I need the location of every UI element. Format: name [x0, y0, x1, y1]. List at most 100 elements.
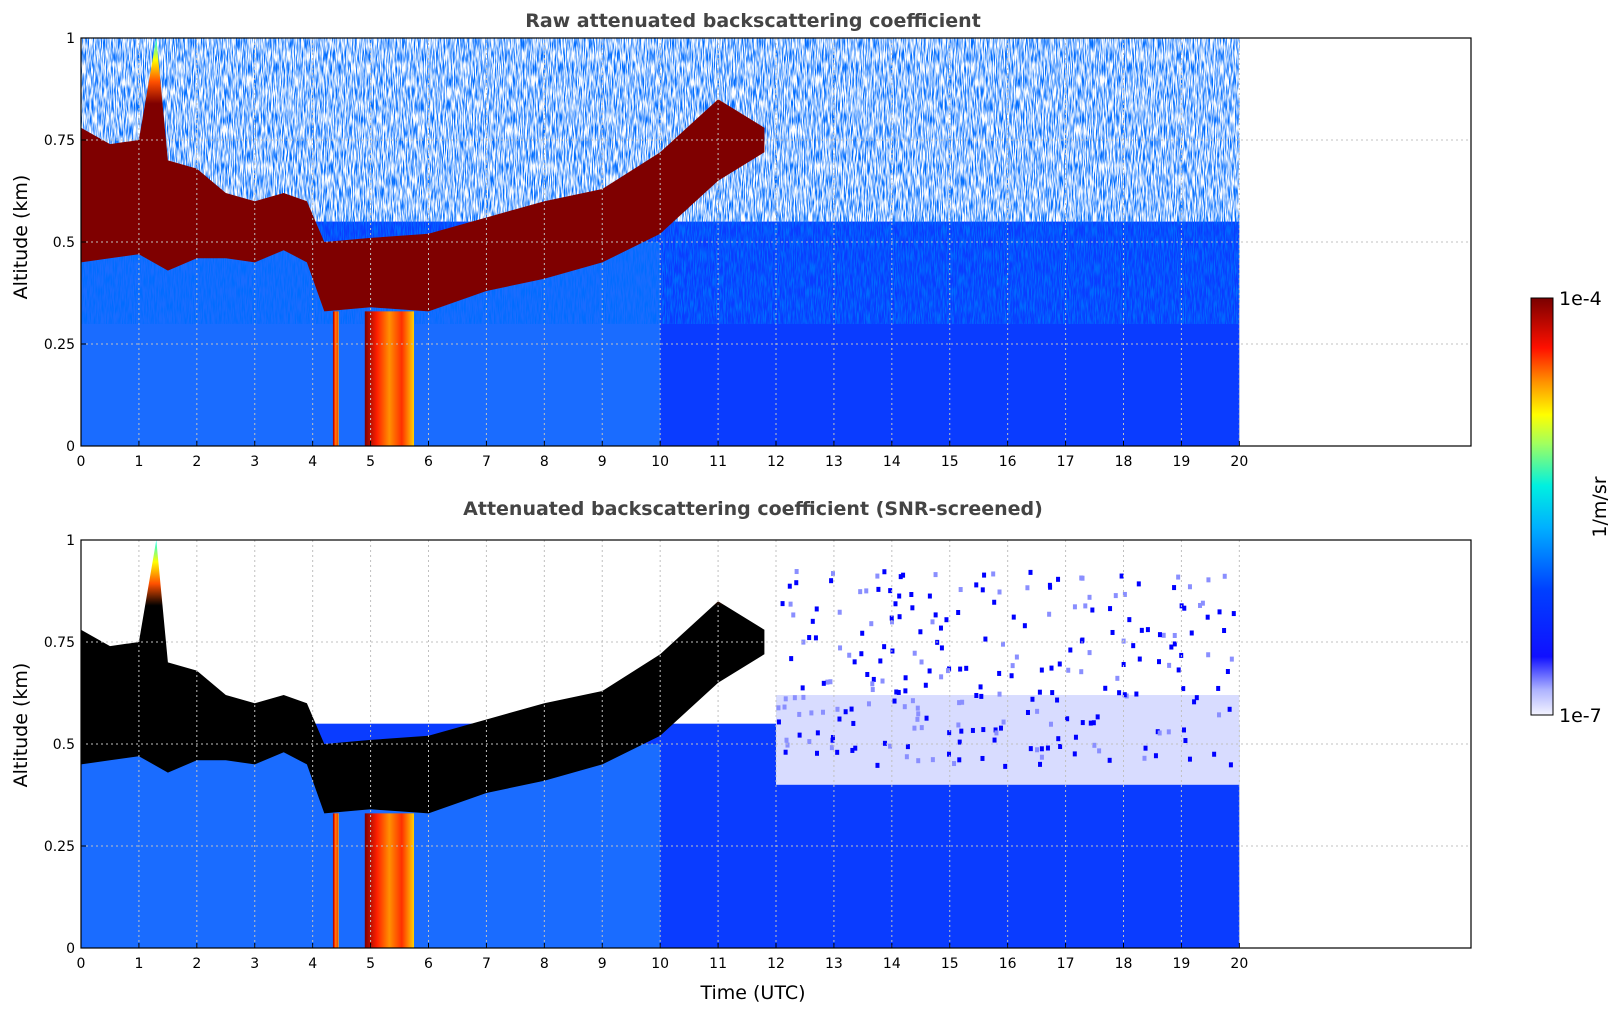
screened-pixel: [797, 711, 802, 717]
screened-pixel: [1134, 691, 1139, 697]
screened-pixel: [1039, 667, 1044, 673]
x-tick-label: 13: [825, 454, 843, 470]
panel-1-precipitation-shafts: [332, 311, 415, 446]
x-tick-label: 20: [1230, 956, 1248, 972]
screened-pixel: [1011, 614, 1016, 620]
screened-pixel: [956, 609, 961, 615]
screened-pixel: [870, 687, 875, 693]
screened-pixel: [1103, 685, 1108, 691]
x-tick-label: 8: [540, 956, 549, 972]
x-tick-label: 17: [1057, 454, 1075, 470]
screened-pixel: [1025, 585, 1030, 591]
screened-pixel: [1107, 757, 1112, 763]
screened-pixel: [956, 722, 961, 728]
x-tick-label: 16: [999, 956, 1017, 972]
screened-pixel: [912, 725, 917, 731]
x-tick-label: 11: [709, 454, 727, 470]
screened-pixel: [1161, 632, 1166, 638]
screened-pixel: [866, 701, 871, 707]
screened-pixel: [776, 705, 781, 711]
screened-pixel: [1068, 647, 1073, 653]
panel-1-y-ticks: 0 0.25 0.5 0.75 1: [44, 31, 86, 455]
x-tick-label: 1: [134, 956, 143, 972]
colorbar-label: 1/m/sr: [1589, 476, 1611, 537]
screened-pixel: [982, 572, 987, 578]
x-tick-label: 7: [482, 454, 491, 470]
screened-pixel: [825, 679, 830, 685]
y-tick-label: 1: [66, 31, 75, 47]
screened-pixel: [1028, 569, 1033, 575]
screened-pixel: [784, 737, 789, 743]
screened-pixel: [993, 727, 998, 733]
y-tick-label: 0.5: [53, 737, 75, 753]
screened-pixel: [983, 636, 988, 642]
screened-pixel: [916, 758, 921, 764]
screened-pixel: [1048, 584, 1053, 590]
colorbar-gradient: [1530, 297, 1554, 716]
y-tick-label: 0: [66, 941, 75, 957]
screened-pixel: [853, 745, 858, 751]
screened-pixel: [901, 572, 906, 578]
x-tick-label: 1: [134, 454, 143, 470]
screened-pixel: [1117, 690, 1122, 696]
screened-pixel: [1028, 746, 1033, 752]
screened-pixel: [904, 754, 909, 760]
screened-pixel: [849, 706, 854, 712]
x-tick-label: 6: [424, 454, 433, 470]
screened-pixel: [875, 762, 880, 768]
screened-pixel: [1049, 665, 1054, 671]
screened-pixel: [1119, 573, 1124, 579]
x-tick-label: 19: [1173, 956, 1191, 972]
panel-1-title: Raw attenuated backscattering coefficien…: [525, 10, 981, 32]
screened-pixel: [957, 757, 962, 763]
screened-pixel: [994, 730, 999, 736]
screened-pixel: [1056, 736, 1061, 742]
y-tick-label: 0.25: [44, 337, 75, 353]
screened-pixel: [785, 742, 790, 748]
screened-pixel: [1121, 661, 1126, 667]
screened-pixel: [1025, 709, 1030, 715]
screened-pixel: [1065, 716, 1070, 722]
screened-pixel: [888, 743, 893, 749]
x-tick-label: 15: [941, 454, 959, 470]
panel-2-precipitation-shafts: [332, 813, 415, 948]
screened-pixel: [898, 574, 903, 580]
panel-2-isolated-pixels: [776, 569, 1236, 769]
screened-pixel: [992, 737, 997, 743]
x-tick-label: 2: [192, 956, 201, 972]
screened-pixel: [997, 670, 1002, 676]
screened-pixel: [1181, 686, 1186, 692]
screened-pixel: [1122, 692, 1127, 698]
screened-pixel: [783, 696, 788, 702]
screened-pixel: [958, 666, 963, 672]
screened-pixel: [859, 651, 864, 657]
screened-pixel: [930, 757, 935, 763]
screened-pixel: [927, 668, 932, 674]
screened-pixel: [1038, 761, 1043, 767]
screened-pixel: [1169, 644, 1174, 650]
screened-pixel: [851, 720, 856, 726]
screened-pixel: [939, 645, 944, 651]
screened-pixel: [919, 725, 924, 731]
screened-pixel: [897, 593, 902, 599]
screened-pixel: [807, 635, 812, 641]
screened-pixel: [1050, 690, 1055, 696]
panel-1-x-ticks: 0 1 2 3 4 5 6 7 8 9 10 11 12 13 14 15 16 17 18 19 20: [77, 441, 1248, 470]
x-tick-label: 2: [192, 454, 201, 470]
screened-pixel: [957, 700, 962, 706]
screened-pixel: [801, 639, 806, 645]
colorbar: 1e-4 1e-7 1/m/sr: [1530, 288, 1611, 727]
screened-pixel: [924, 715, 929, 721]
screened-pixel: [1176, 667, 1181, 673]
screened-pixel: [952, 761, 957, 767]
panel-2-cloud-layer: [81, 540, 765, 814]
panel-1-y-axis-label: Altitude (km): [10, 175, 32, 300]
screened-pixel: [991, 571, 996, 577]
screened-pixel: [964, 665, 969, 671]
screened-pixel: [864, 588, 869, 594]
screened-pixel: [933, 572, 938, 578]
screened-pixel: [1095, 714, 1100, 720]
screened-pixel: [882, 644, 887, 650]
x-tick-label: 8: [540, 454, 549, 470]
